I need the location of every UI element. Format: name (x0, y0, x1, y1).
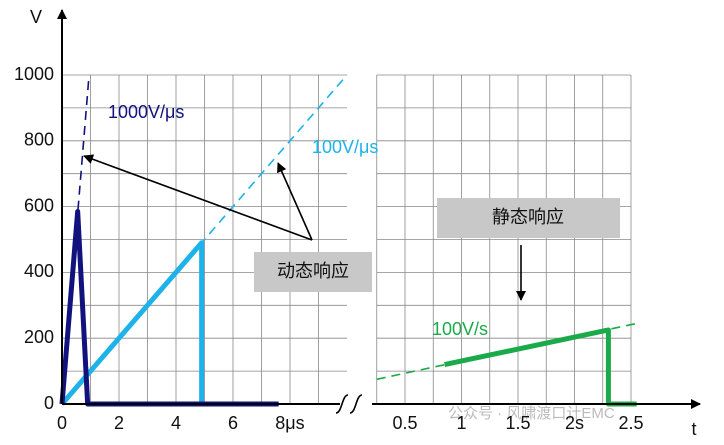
y-tick-label: 1000 (14, 64, 54, 84)
x-tick-label: 0 (57, 413, 67, 433)
label-box (437, 198, 620, 238)
trend-line (61, 74, 348, 405)
x-tick-label: 8μs (275, 413, 304, 433)
arrow (277, 162, 313, 241)
annotation: 1000V/μs (108, 102, 184, 122)
arrow (83, 154, 313, 241)
response-line (59, 209, 279, 407)
x-tick-label: 2.5 (618, 413, 643, 433)
label-box (254, 252, 372, 292)
response-line (444, 327, 637, 407)
y-axis-label: V (30, 7, 42, 27)
y-tick-label: 800 (24, 130, 54, 150)
annotation: 100V/μs (312, 137, 378, 157)
x-tick-label: 2 (114, 413, 124, 433)
axis-break (335, 394, 363, 414)
y-tick-label: 400 (24, 261, 54, 281)
grid (62, 74, 632, 404)
response-line (60, 240, 279, 407)
x-axis-label: t (691, 419, 696, 439)
annotation: 静态响应 (492, 207, 564, 227)
annotation: 100V/s (432, 319, 488, 339)
x-tick-label: 1.5 (505, 413, 530, 433)
x-tick-label: 1 (456, 413, 466, 433)
y-tick-label: 200 (24, 327, 54, 347)
watermark: 公众号 · 风啸渡口计EMC (448, 405, 615, 422)
x-tick-label: 6 (228, 413, 238, 433)
x-tick-label: 4 (171, 413, 181, 433)
annotation: 动态响应 (277, 261, 349, 281)
x-tick-label: 0.5 (392, 413, 417, 433)
x-tick-label: 2s (565, 413, 584, 433)
y-tick-label: 600 (24, 195, 54, 215)
y-tick-label: 0 (44, 393, 54, 413)
